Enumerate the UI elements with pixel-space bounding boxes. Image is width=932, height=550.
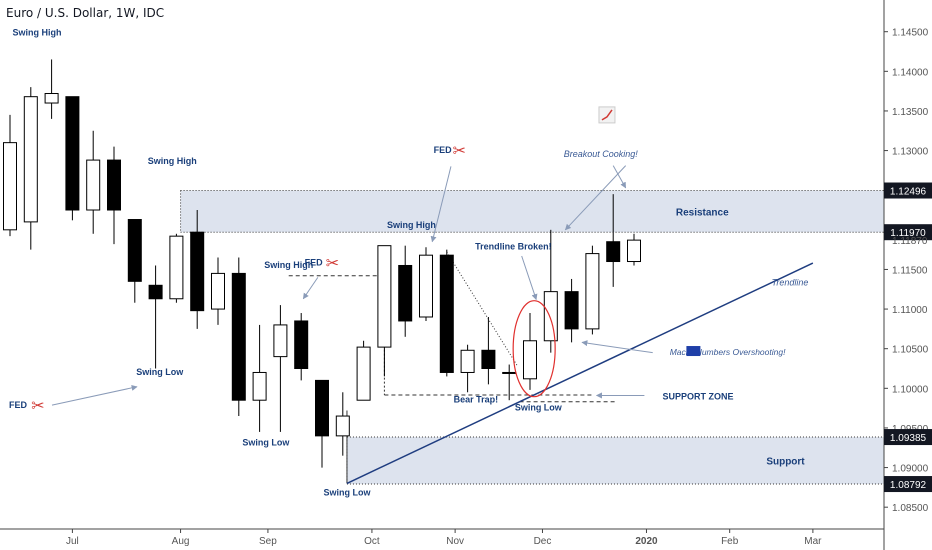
broken-trendline bbox=[446, 251, 518, 367]
annotation-fed-1: FED bbox=[9, 400, 28, 410]
break-highlight-ellipse bbox=[512, 300, 556, 398]
candle bbox=[356, 346, 371, 401]
annotation-fed-3: FED bbox=[434, 145, 453, 155]
candle bbox=[502, 371, 517, 374]
x-tick-label: Feb bbox=[721, 536, 739, 547]
annotation-macro: Macro Numbers Overshooting! bbox=[670, 347, 786, 357]
annotation-swing-low-3: Swing Low bbox=[323, 487, 371, 497]
candle bbox=[419, 254, 433, 318]
candle bbox=[294, 320, 309, 370]
candle bbox=[107, 159, 121, 211]
candle bbox=[23, 96, 38, 223]
y-tick-label: 1.14500 bbox=[892, 28, 929, 39]
candle bbox=[439, 254, 454, 373]
price-tag: 1.08792 bbox=[890, 480, 927, 491]
chart-up-icon-line bbox=[601, 109, 613, 121]
breakout-arrow-right bbox=[612, 165, 627, 189]
x-tick-label: Mar bbox=[804, 536, 822, 547]
annotation-bear-trap: Bear Trap! bbox=[454, 395, 499, 405]
annotation-swing-high-3: Swing High bbox=[387, 220, 436, 230]
fed-2-arrow bbox=[302, 277, 319, 300]
annotation-trendline-broken: Trendline Broken! bbox=[475, 242, 552, 252]
x-tick-label: Sep bbox=[259, 536, 277, 547]
eu-flag-icon bbox=[686, 346, 701, 357]
annotation-swing-high-2: Swing High bbox=[148, 156, 197, 166]
price-tag-bg bbox=[884, 182, 932, 199]
price-tag: 1.11870 bbox=[892, 236, 928, 247]
candle bbox=[148, 284, 163, 300]
x-tick-label: 2020 bbox=[635, 536, 658, 547]
zone-label-support: Support bbox=[766, 457, 805, 468]
annotation-swing-low-2: Swing Low bbox=[242, 437, 290, 447]
y-tick-label: 1.11500 bbox=[892, 265, 928, 276]
candle bbox=[190, 231, 205, 312]
price-tag: 1.11970 bbox=[890, 228, 926, 239]
candle bbox=[65, 96, 80, 211]
candle bbox=[44, 93, 59, 104]
annotation-swing-low-4: Swing Low bbox=[515, 403, 563, 413]
candle bbox=[377, 245, 392, 348]
chart-up-icon bbox=[598, 106, 616, 124]
y-tick-label: 1.09000 bbox=[892, 464, 929, 475]
candle bbox=[231, 272, 246, 401]
price-tag-bg bbox=[884, 429, 932, 446]
candle bbox=[127, 219, 142, 282]
zone-support bbox=[346, 437, 885, 485]
annotation-swing-high-1: Swing High bbox=[13, 28, 62, 38]
candle bbox=[523, 340, 537, 380]
y-tick-label: 1.08500 bbox=[892, 503, 929, 514]
candle bbox=[564, 291, 579, 330]
candle bbox=[3, 142, 17, 231]
candle bbox=[460, 349, 475, 373]
fed-1-arrow bbox=[51, 384, 138, 406]
annotation-swing-low-1: Swing Low bbox=[136, 367, 184, 377]
candle bbox=[585, 253, 600, 330]
y-tick-label: 1.13000 bbox=[892, 147, 929, 158]
y-tick-label: 1.10500 bbox=[892, 345, 929, 356]
candle bbox=[335, 415, 350, 437]
candle bbox=[606, 241, 621, 263]
y-tick-label: 1.14000 bbox=[892, 67, 929, 78]
candle bbox=[315, 379, 329, 437]
candle bbox=[627, 239, 641, 263]
x-tick-label: Aug bbox=[172, 536, 190, 547]
x-tick-label: Jul bbox=[66, 536, 79, 547]
price-tag: 1.09385 bbox=[890, 433, 927, 444]
candle bbox=[211, 272, 225, 310]
zone-label-resistance: Resistance bbox=[676, 207, 729, 218]
candle bbox=[86, 159, 101, 211]
zone-resistance bbox=[180, 190, 884, 233]
breakout-arrow-left bbox=[564, 165, 627, 231]
candle bbox=[169, 235, 184, 300]
candle bbox=[273, 324, 288, 358]
x-tick-label: Oct bbox=[364, 536, 380, 547]
annotation-swing-high-4: Swing High bbox=[264, 260, 313, 270]
candle bbox=[481, 349, 496, 370]
candle bbox=[252, 371, 267, 401]
chart-title: Euro / U.S. Dollar, 1W, IDC bbox=[6, 6, 165, 20]
trendline bbox=[346, 262, 814, 485]
fed-3-arrow bbox=[430, 166, 452, 243]
annotation-support-zone: SUPPORT ZONE bbox=[662, 391, 733, 401]
scissors-icon: ✂ bbox=[326, 253, 339, 272]
scissors-icon: ✂ bbox=[31, 396, 44, 415]
scissors-icon: ✂ bbox=[453, 141, 466, 160]
price-tag-bg bbox=[884, 224, 932, 241]
candle bbox=[398, 264, 413, 322]
macro-arrow bbox=[581, 340, 653, 354]
y-tick-label: 1.10000 bbox=[892, 384, 929, 395]
price-tag: 1.12496 bbox=[890, 187, 927, 198]
price-tag-bg bbox=[884, 476, 932, 493]
trendline-broken-arrow bbox=[521, 255, 538, 301]
y-tick-label: 1.11000 bbox=[892, 305, 928, 316]
trendline-label: Trendline bbox=[772, 277, 809, 287]
annotation-breakout: Breakout Cooking! bbox=[564, 149, 639, 159]
y-tick-label: 1.13500 bbox=[892, 107, 929, 118]
candle bbox=[543, 291, 558, 342]
annotation-fed-2: FED bbox=[305, 257, 324, 267]
x-tick-label: Dec bbox=[534, 536, 552, 547]
x-tick-label: Nov bbox=[446, 536, 464, 547]
